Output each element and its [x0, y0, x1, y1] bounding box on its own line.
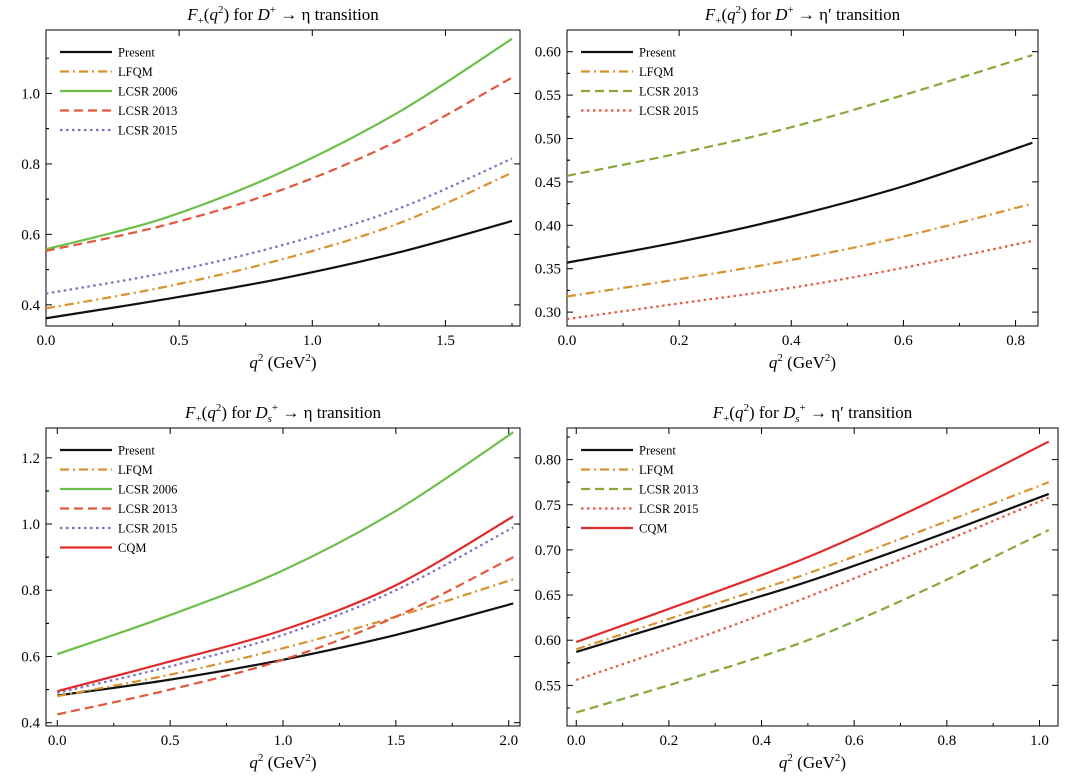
series-line-lcsr-2015 [567, 239, 1033, 321]
series-line-cqm [57, 515, 514, 693]
x-tick-label: 0.6 [845, 733, 864, 749]
series-line-lfqm [46, 171, 513, 310]
x-tick-label: 1.0 [1030, 733, 1049, 749]
legend-label: Present [639, 444, 676, 458]
y-tick-label: 0.80 [535, 453, 561, 469]
legend-label: LCSR 2013 [639, 85, 698, 99]
x-tick-label: 1.5 [436, 333, 455, 349]
series-line-lcsr-2015 [46, 157, 513, 295]
legend-label: LCSR 2015 [639, 104, 698, 118]
series-line-lfqm [57, 578, 514, 698]
legend-label: Present [118, 46, 155, 60]
legend-label: CQM [639, 522, 667, 536]
legend-label: LFQM [639, 65, 674, 79]
series-line-lfqm [575, 481, 1050, 651]
series-line-lcsr-2006 [56, 431, 514, 656]
legend-label: LCSR 2015 [118, 522, 177, 536]
y-tick-label: 0.6 [21, 227, 40, 243]
y-tick-label: 0.8 [21, 157, 40, 173]
y-tick-label: 1.0 [21, 517, 40, 533]
legend-label: LCSR 2013 [639, 483, 698, 497]
series-line-cqm [575, 440, 1050, 644]
chart-panel-2: F+(q2) for D+ → η′ transition 0.0 0.2 0.4 0.… [535, 4, 1039, 372]
x-tick-label: 0.8 [1006, 333, 1025, 349]
y-tick-label: 0.4 [21, 716, 40, 732]
x-tick-label: 0.5 [170, 333, 189, 349]
legend-label: LCSR 2015 [118, 124, 177, 138]
chart-title: F+(q2) for Ds+ → η′ transition [712, 402, 913, 425]
legend-label: LFQM [118, 65, 153, 79]
series-line-lcsr-2013 [575, 529, 1050, 714]
legend-label: LCSR 2006 [118, 483, 177, 497]
legend-label: LCSR 2013 [118, 104, 177, 118]
y-tick-label: 0.70 [535, 543, 561, 559]
x-tick-label: 0.6 [894, 333, 913, 349]
plot-frame [566, 29, 1039, 327]
legend-label: CQM [118, 541, 146, 555]
x-tick-label: 1.0 [274, 733, 293, 749]
legend-label: LCSR 2006 [118, 85, 177, 99]
x-tick-label: 0.0 [567, 733, 586, 749]
y-tick-label: 1.2 [21, 451, 40, 467]
series-line-lcsr-2015 [575, 496, 1050, 681]
x-tick-label: 0.4 [752, 733, 771, 749]
x-axis-label: q2 (GeV2) [249, 352, 316, 372]
x-axis-label: q2 (GeV2) [249, 752, 316, 772]
plot-frame [566, 427, 1059, 727]
x-tick-label: 0.0 [37, 333, 56, 349]
y-tick-label: 0.75 [535, 498, 561, 514]
y-tick-label: 1.0 [21, 86, 40, 102]
legend-label: LCSR 2015 [639, 502, 698, 516]
legend-label: Present [118, 444, 155, 458]
y-tick-label: 0.40 [535, 218, 561, 234]
legend-label: LCSR 2013 [118, 502, 177, 516]
y-tick-label: 0.8 [21, 583, 40, 599]
chart-title: F+(q2) for D+ → η′ transition [704, 4, 901, 27]
series-line-lcsr-2013 [567, 54, 1033, 177]
chart-panel-4: F+(q2) for Ds+ → η′ transition 0.0 0.2 0.4 0… [535, 402, 1059, 772]
legend-label: Present [639, 46, 676, 60]
series-line-present [575, 492, 1050, 654]
y-tick-label: 0.60 [535, 45, 561, 61]
legend-label: LFQM [639, 463, 674, 477]
x-tick-label: 2.0 [499, 733, 518, 749]
x-tick-label: 1.5 [386, 733, 405, 749]
x-axis-label: q2 (GeV2) [769, 352, 836, 372]
y-tick-label: 0.55 [535, 88, 561, 104]
series-line-lcsr-2013 [57, 556, 514, 716]
series-line-lfqm [567, 202, 1033, 298]
x-tick-label: 0.0 [48, 733, 67, 749]
y-tick-label: 0.35 [535, 262, 561, 278]
y-tick-label: 0.6 [21, 649, 40, 665]
y-tick-label: 0.55 [535, 678, 561, 694]
y-tick-label: 0.4 [21, 298, 40, 314]
series-line-lcsr-2015 [57, 526, 514, 694]
y-tick-label: 0.65 [535, 588, 561, 604]
chart-panel-3: F+(q2) for Ds+ → η transition 0.0 0.5 1.0 1.… [21, 402, 521, 772]
y-tick-label: 0.30 [535, 305, 561, 321]
y-tick-label: 0.60 [535, 633, 561, 649]
x-axis-label: q2 (GeV2) [779, 752, 846, 772]
y-tick-label: 0.45 [535, 175, 561, 191]
series-line-present [57, 602, 514, 697]
plot-frame [45, 29, 521, 327]
x-tick-label: 0.4 [782, 333, 801, 349]
series-line-present [567, 141, 1033, 264]
series-line-present [46, 219, 513, 320]
x-tick-label: 1.0 [303, 333, 322, 349]
x-tick-label: 0.0 [558, 333, 577, 349]
chart-title: F+(q2) for D+ → η transition [186, 4, 379, 27]
y-tick-label: 0.50 [535, 132, 561, 148]
series-line-lcsr-2006 [46, 37, 513, 251]
legend-label: LFQM [118, 463, 153, 477]
chart-title: F+(q2) for Ds+ → η transition [184, 402, 381, 425]
x-tick-label: 0.2 [660, 733, 679, 749]
x-tick-label: 0.5 [161, 733, 180, 749]
x-tick-label: 0.2 [670, 333, 689, 349]
x-tick-label: 0.8 [937, 733, 956, 749]
chart-panel-1: F+(q2) for D+ → η transition 0.0 0.5 1.0 1.5… [21, 4, 521, 372]
series-line-lcsr-2013 [46, 76, 513, 253]
